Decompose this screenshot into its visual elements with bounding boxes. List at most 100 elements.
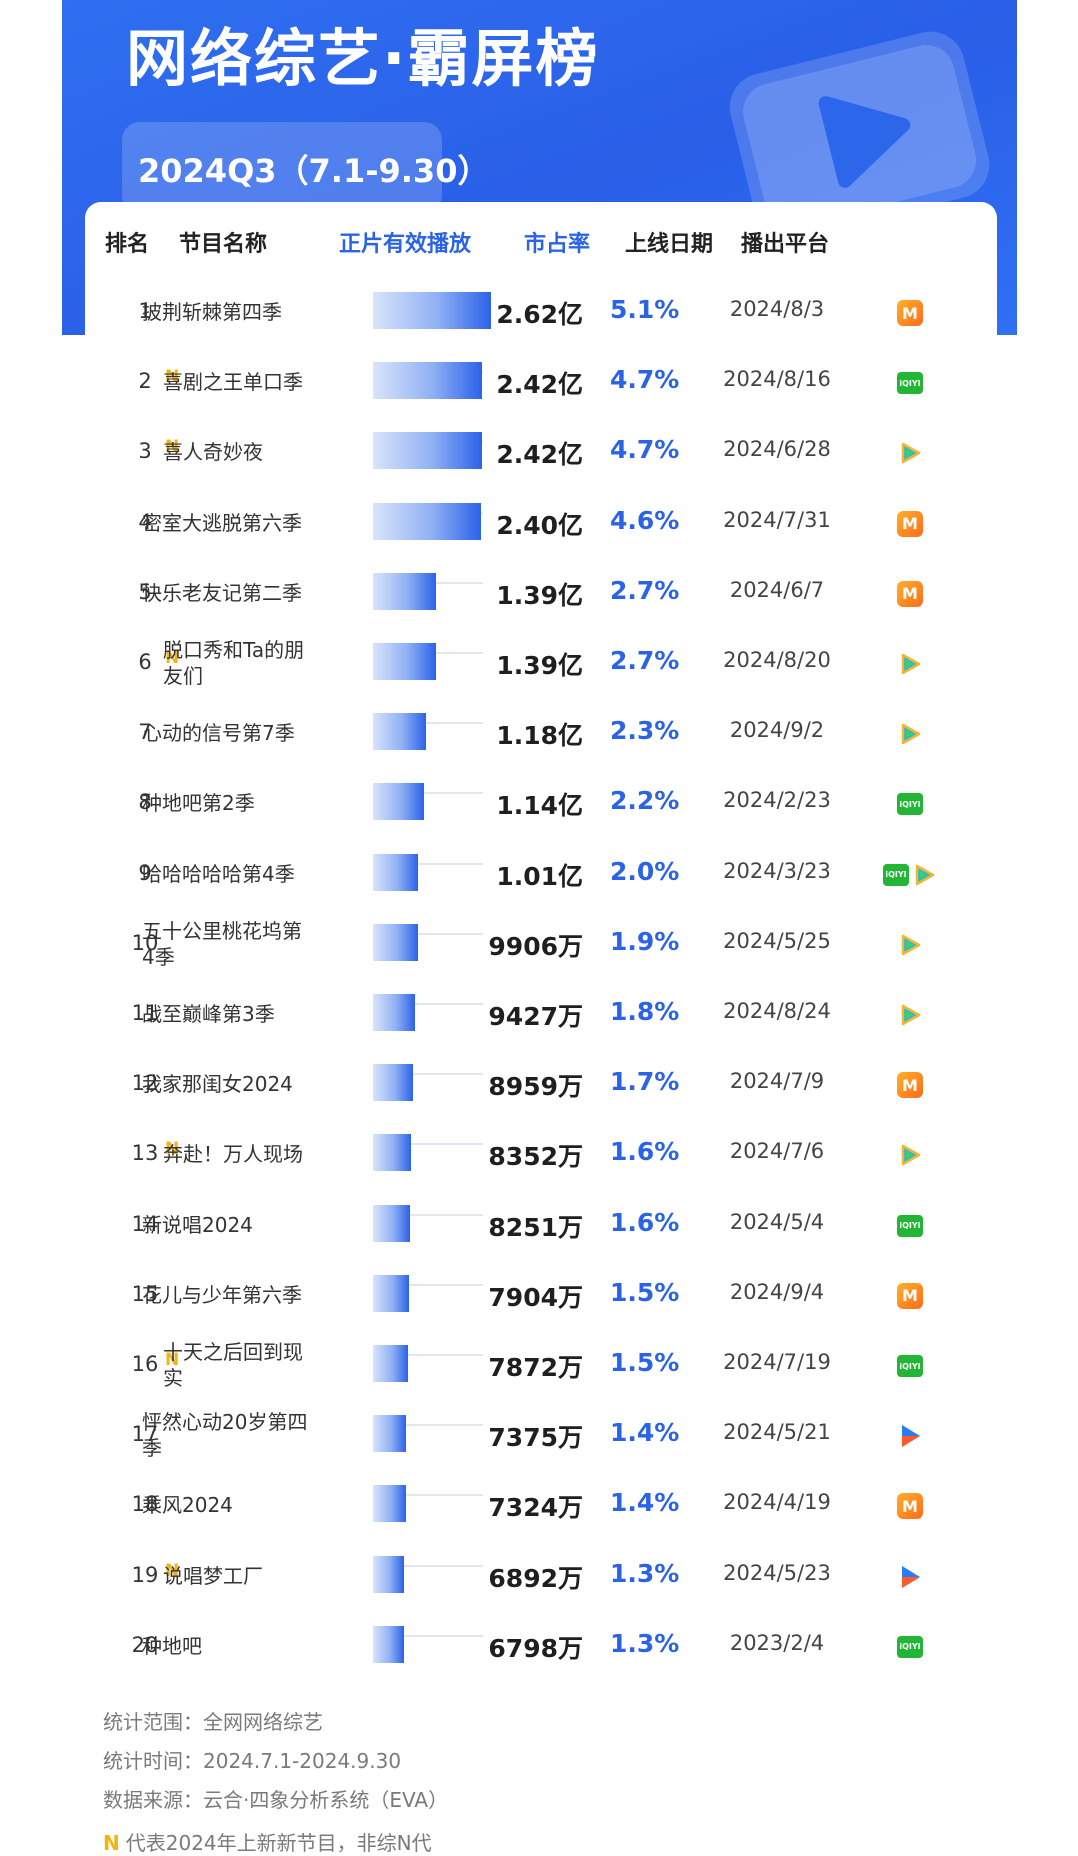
rank-number: 17 bbox=[131, 1422, 159, 1447]
table-row: 7 心动的信号第7季 1.18亿 2.3% 2024/9/2 bbox=[85, 698, 997, 768]
program-name-line: 脱口秀和Ta的朋 bbox=[163, 638, 305, 662]
program-name-line: 心动的信号第7季 bbox=[142, 721, 295, 746]
market-share: 1.5% bbox=[610, 1277, 680, 1307]
program-name-line: 种地吧第2季 bbox=[142, 791, 255, 816]
program-name: 种地吧 bbox=[142, 1633, 202, 1659]
play-count: 9427万 bbox=[488, 1002, 583, 1031]
program-name: 脱口秀和Ta的朋 友们 bbox=[163, 637, 304, 689]
table-row: 12 我家那闺女2024 8959万 1.7% 2024/7/9 M bbox=[85, 1049, 997, 1119]
youku-icon bbox=[897, 1422, 923, 1450]
program-name: 五十公里桃花坞第 4季 bbox=[142, 918, 302, 970]
market-share: 1.5% bbox=[610, 1348, 680, 1377]
tencent-video-icon bbox=[911, 862, 937, 888]
rank-number: 5 bbox=[138, 579, 152, 604]
tencent-video-icon bbox=[897, 721, 923, 747]
program-name: 喜剧之王单口季 bbox=[163, 369, 303, 395]
rank-number: 2 bbox=[138, 369, 152, 394]
market-share: 1.9% bbox=[610, 926, 680, 956]
play-count: 7904万 bbox=[488, 1282, 583, 1312]
play-count: 7375万 bbox=[488, 1423, 583, 1453]
play-count: 8959万 bbox=[488, 1072, 583, 1102]
bar-track bbox=[373, 932, 483, 935]
bar-track bbox=[373, 1283, 483, 1286]
play-count: 8352万 bbox=[488, 1142, 583, 1172]
rank-number: 4 bbox=[138, 509, 152, 534]
table-row: 6 N 脱口秀和Ta的朋 友们 1.39亿 2.7% 2024/8/20 bbox=[85, 628, 997, 698]
bar-track bbox=[373, 1424, 483, 1427]
platform-icons bbox=[845, 646, 975, 682]
platform-icons bbox=[845, 927, 975, 963]
bar-track bbox=[373, 1003, 483, 1005]
market-share: 2.0% bbox=[610, 856, 680, 886]
market-share: 2.3% bbox=[610, 716, 680, 746]
program-name-line: 新说唱2024 bbox=[142, 1212, 253, 1237]
platform-icons bbox=[845, 1559, 975, 1595]
rank-number: 20 bbox=[131, 1632, 159, 1657]
page-title: 网络综艺·霸屏榜 bbox=[126, 22, 600, 95]
release-date: 2024/7/9 bbox=[729, 1069, 825, 1094]
program-name-line: 花儿与少年第六季 bbox=[142, 1282, 302, 1307]
program-name-line: 战至巅峰第3季 bbox=[142, 1002, 275, 1026]
col-platform: 播出平台 bbox=[740, 232, 830, 257]
platform-icons: iQIYI bbox=[845, 857, 975, 893]
play-count: 8251万 bbox=[488, 1212, 583, 1242]
platform-icons: iQIYI bbox=[845, 786, 975, 822]
mgtv-icon: M bbox=[897, 510, 923, 537]
play-bar bbox=[373, 783, 424, 821]
rank-number: 12 bbox=[131, 1071, 159, 1096]
play-bar bbox=[373, 994, 415, 1031]
program-name-line: 喜剧之王单口季 bbox=[163, 370, 303, 395]
play-bar bbox=[373, 1134, 411, 1172]
play-bar bbox=[373, 1485, 406, 1523]
footer-scope: 统计范围：全网网络综艺 bbox=[103, 1710, 323, 1734]
bar-track bbox=[373, 1354, 483, 1356]
play-bar bbox=[373, 1274, 409, 1312]
market-share: 2.2% bbox=[610, 786, 680, 816]
play-bar bbox=[373, 853, 418, 891]
new-badge: N bbox=[165, 1139, 180, 1160]
play-count: 1.39亿 bbox=[496, 580, 583, 610]
platform-icons bbox=[845, 1137, 975, 1173]
col-rank: 排名 bbox=[105, 232, 150, 257]
ranking-table: 排名 节目名称 正片有效播放 市占率 上线日期 播出平台 1 披荆斩棘第四季 2.6… bbox=[85, 202, 997, 1682]
program-name-line: 4季 bbox=[142, 944, 175, 969]
program-name-line: 乘风2024 bbox=[142, 1493, 233, 1518]
table-header: 排名 节目名称 正片有效播放 市占率 上线日期 播出平台 bbox=[85, 202, 997, 282]
release-date: 2024/5/21 bbox=[723, 1420, 831, 1445]
table-row: 17 怦然心动20岁第四季 7375万 1.4% 2024/5/21 bbox=[85, 1400, 997, 1470]
platform-icons bbox=[845, 1418, 975, 1454]
play-bar bbox=[373, 923, 418, 961]
program-name-line: 哈哈哈哈哈第4季 bbox=[142, 861, 295, 886]
rank-number: 6 bbox=[138, 650, 152, 674]
platform-icons: M bbox=[845, 295, 975, 331]
play-count: 2.42亿 bbox=[496, 440, 583, 470]
table-row: 20 种地吧 6798万 1.3% 2023/2/4 iQIYI bbox=[85, 1611, 997, 1681]
market-share: 1.3% bbox=[610, 1558, 680, 1588]
release-date: 2024/2/23 bbox=[723, 788, 831, 813]
platform-icons: iQIYI bbox=[845, 1629, 975, 1665]
bar-track bbox=[373, 1213, 483, 1216]
market-share: 2.7% bbox=[610, 575, 680, 605]
rank-number: 9 bbox=[138, 860, 152, 885]
program-name: 哈哈哈哈哈第4季 bbox=[142, 861, 295, 887]
mgtv-icon: M bbox=[897, 1072, 923, 1099]
release-date: 2024/8/20 bbox=[723, 648, 831, 672]
table-row: 14 新说唱2024 8251万 1.6% 2024/5/4 iQIYI bbox=[85, 1190, 997, 1260]
release-date: 2024/9/4 bbox=[729, 1279, 825, 1304]
tencent-video-icon bbox=[897, 440, 923, 466]
program-name-line: 奔赴！万人现场 bbox=[163, 1142, 303, 1167]
play-bar bbox=[373, 1555, 404, 1593]
release-date: 2024/6/28 bbox=[723, 437, 831, 462]
program-name-line: 友们 bbox=[163, 664, 203, 688]
program-name: 心动的信号第7季 bbox=[142, 720, 295, 746]
bar-track bbox=[373, 1494, 483, 1497]
platform-icons bbox=[845, 997, 975, 1033]
period-pill bbox=[122, 122, 442, 214]
iqiyi-icon: iQIYI bbox=[883, 863, 909, 886]
program-name-line: 密室大逃脱第六季 bbox=[142, 510, 302, 535]
program-name: 密室大逃脱第六季 bbox=[142, 510, 302, 536]
market-share: 1.6% bbox=[610, 1207, 680, 1237]
rank-number: 14 bbox=[131, 1211, 159, 1236]
rank-number: 16 bbox=[131, 1352, 159, 1376]
iqiyi-icon: iQIYI bbox=[897, 1214, 923, 1237]
